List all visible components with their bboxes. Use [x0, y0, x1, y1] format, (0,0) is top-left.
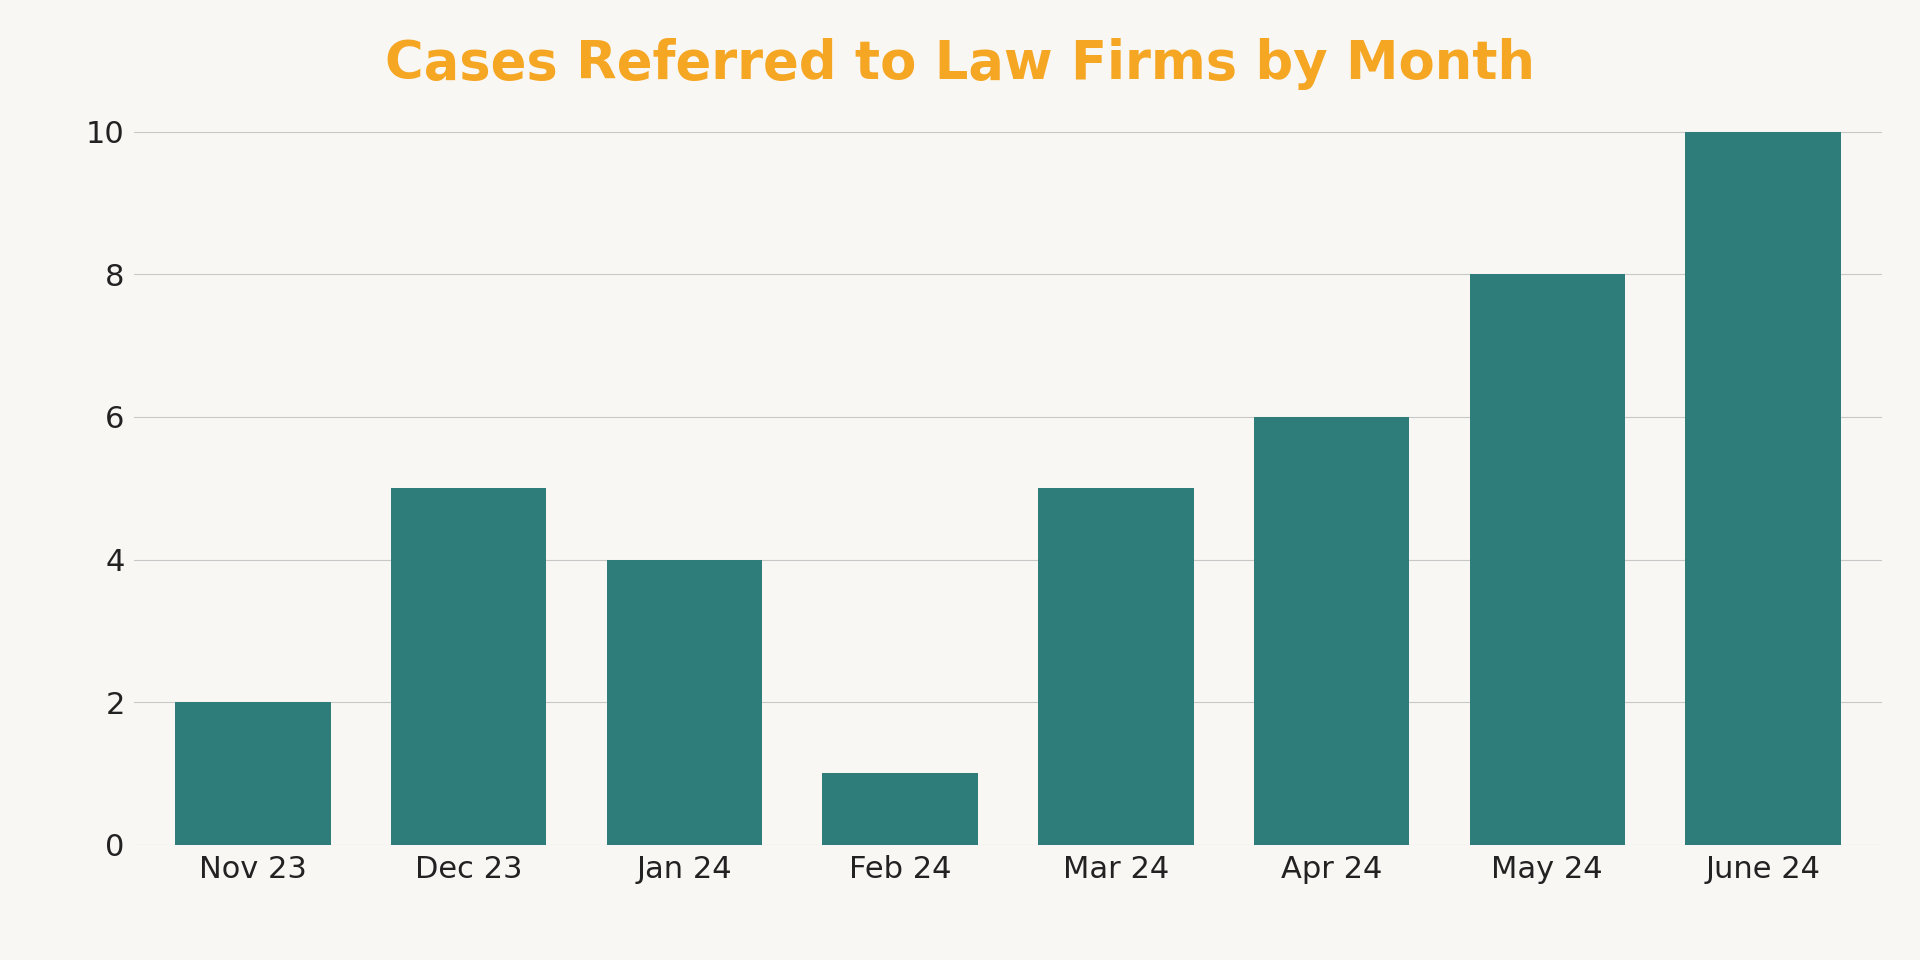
Bar — [822, 774, 977, 845]
Bar — [392, 489, 547, 845]
Bar — [607, 560, 762, 845]
Bar — [1039, 489, 1194, 845]
Text: Cases Referred to Law Firms by Month: Cases Referred to Law Firms by Month — [386, 38, 1534, 90]
Bar — [1254, 417, 1409, 845]
Bar — [1469, 275, 1624, 845]
Bar — [175, 702, 330, 845]
Bar — [1686, 132, 1841, 845]
